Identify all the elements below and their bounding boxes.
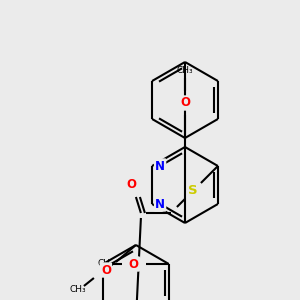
Text: S: S (188, 184, 198, 197)
Text: O: O (101, 263, 111, 277)
Text: CH₃: CH₃ (70, 286, 86, 295)
Text: O: O (180, 97, 190, 110)
Text: N: N (155, 197, 165, 211)
Text: O: O (126, 178, 136, 191)
Text: CH₃: CH₃ (177, 65, 193, 74)
Text: N: N (155, 160, 165, 172)
Text: CH₃: CH₃ (98, 260, 114, 268)
Text: O: O (129, 257, 139, 271)
